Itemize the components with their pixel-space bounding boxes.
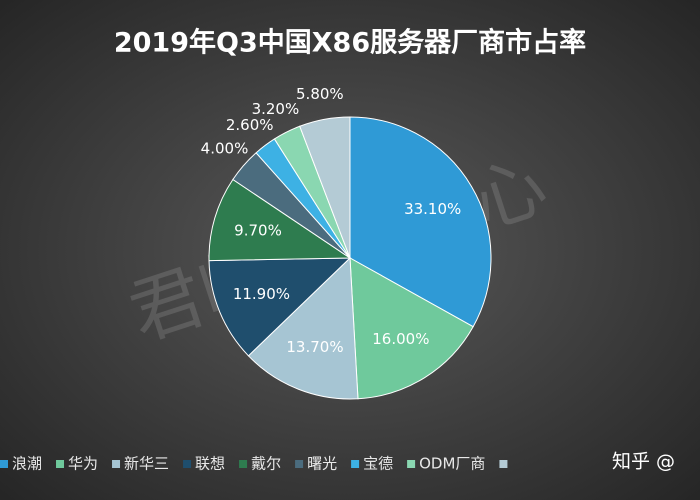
legend-label: 戴尔 — [251, 455, 281, 473]
pie-slice — [299, 116, 351, 259]
legend-swatch — [499, 460, 508, 468]
legend-label: 华为 — [68, 455, 98, 473]
data-label: 11.90% — [233, 285, 290, 303]
pie-slice — [349, 257, 474, 400]
legend-swatch — [239, 460, 248, 468]
legend-swatch — [0, 460, 8, 468]
legend-label: 浪潮 — [12, 455, 42, 473]
data-label: 4.00% — [201, 139, 249, 157]
data-label: 2.60% — [226, 116, 274, 134]
legend-swatch — [295, 460, 304, 468]
legend-swatch — [351, 460, 360, 468]
data-label: 16.00% — [372, 330, 429, 348]
legend-label: 新华三 — [124, 455, 169, 473]
data-label: 33.10% — [404, 200, 461, 218]
legend-label: 联想 — [195, 455, 225, 473]
legend-swatch — [112, 460, 121, 468]
legend-swatch — [407, 460, 416, 468]
watermark: 知乎 @ — [612, 451, 675, 473]
pie-slice — [247, 256, 359, 400]
legend-label: 曙光 — [307, 455, 337, 473]
legend-swatch — [183, 460, 192, 468]
pie-slice — [208, 257, 352, 357]
data-label: 5.80% — [296, 85, 344, 103]
chart-title: 2019年Q3中国X86服务器厂商市占率 — [114, 27, 586, 59]
pie-slice — [208, 178, 352, 262]
data-label: 9.70% — [234, 221, 282, 239]
data-label: 3.20% — [252, 100, 300, 118]
legend-label: ODM厂商 — [419, 455, 485, 473]
pie-slice — [349, 116, 492, 328]
legend-label: 宝德 — [363, 455, 393, 473]
data-label: 13.70% — [286, 338, 343, 356]
legend-swatch — [56, 460, 65, 468]
